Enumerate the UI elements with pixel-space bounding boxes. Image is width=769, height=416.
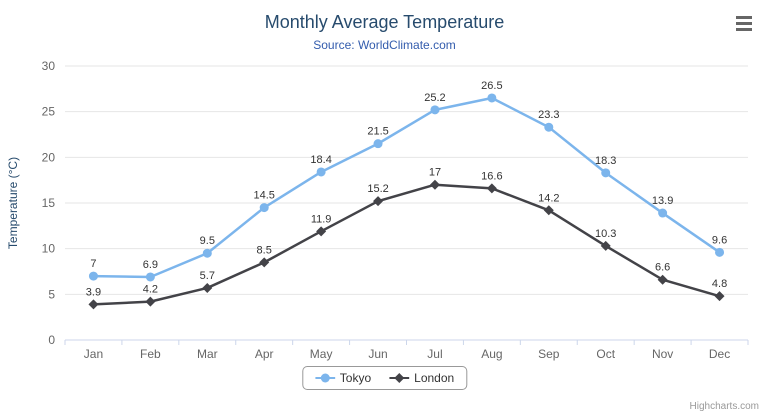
tokyo-data-point-marker[interactable] (373, 139, 383, 149)
tokyo-data-point-marker[interactable] (316, 167, 326, 177)
tokyo-data-point-marker[interactable] (202, 248, 212, 258)
export-menu-button[interactable] (733, 13, 755, 33)
london-data-label: 4.2 (143, 284, 158, 296)
tokyo-series-marker-icon (314, 373, 335, 383)
london-data-label: 8.5 (257, 244, 272, 256)
london-data-point-marker[interactable] (88, 299, 99, 310)
tokyo-data-point-marker[interactable] (430, 105, 440, 115)
x-axis-category-label: Mar (197, 347, 218, 361)
x-axis-category-label: Jul (427, 347, 442, 361)
london-data-label: 17 (429, 167, 441, 179)
y-axis-tick-label: 30 (42, 59, 56, 73)
x-axis-category-label: Nov (652, 347, 673, 361)
y-axis-tick-label: 15 (42, 196, 56, 210)
x-axis-category-label: Aug (481, 347, 502, 361)
london-data-label: 16.6 (481, 170, 502, 182)
tokyo-data-point-marker[interactable] (145, 272, 155, 282)
tokyo-data-label: 21.5 (367, 126, 388, 138)
london-data-label: 3.9 (86, 286, 101, 298)
london-data-label: 11.9 (311, 213, 332, 225)
legend-label-london: London (414, 371, 455, 385)
chart-subtitle-source-link[interactable]: Source: WorldClimate.com (313, 38, 456, 52)
london-data-point-marker[interactable] (202, 282, 213, 293)
london-data-label: 5.7 (200, 270, 215, 282)
chart-title: Monthly Average Temperature (264, 12, 505, 32)
y-axis-tick-label: 0 (48, 333, 55, 347)
y-axis-title: Temperature (°C) (6, 157, 20, 249)
tokyo-data-point-marker[interactable] (544, 122, 554, 132)
y-axis-tick-label: 20 (42, 150, 56, 164)
london-series-marker-icon (389, 373, 410, 383)
x-axis-category-label: Jan (84, 347, 103, 361)
tokyo-data-point-marker[interactable] (715, 247, 725, 257)
london-data-label: 14.2 (538, 192, 559, 204)
x-axis-category-label: Sep (538, 347, 560, 361)
x-axis-category-label: Feb (140, 347, 161, 361)
london-data-point-marker[interactable] (486, 183, 497, 194)
tokyo-data-label: 23.3 (538, 109, 559, 121)
hamburger-menu-icon (736, 15, 752, 19)
x-axis-category-label: Apr (255, 347, 274, 361)
tokyo-data-label: 13.9 (652, 195, 673, 207)
london-series-line (93, 183, 720, 306)
x-axis-category-label: May (310, 347, 333, 361)
tokyo-data-point-marker[interactable] (658, 208, 668, 218)
tokyo-data-label: 9.6 (712, 234, 727, 246)
tokyo-data-point-marker[interactable] (487, 93, 497, 103)
tokyo-data-point-marker[interactable] (259, 203, 269, 213)
tokyo-data-label: 7 (90, 258, 96, 270)
tokyo-data-point-marker[interactable] (88, 271, 98, 281)
london-data-point-marker[interactable] (316, 226, 327, 237)
london-data-label: 10.3 (595, 228, 616, 240)
london-data-label: 15.2 (367, 183, 388, 195)
tokyo-data-point-marker[interactable] (601, 168, 611, 178)
x-axis-category-label: Oct (596, 347, 615, 361)
legend-item-london[interactable]: London (389, 371, 454, 385)
london-data-point-marker[interactable] (543, 205, 554, 216)
y-axis-tick-label: 10 (42, 242, 56, 256)
tokyo-data-label: 6.9 (143, 259, 158, 271)
london-data-label: 4.8 (712, 278, 727, 290)
tokyo-data-label: 18.4 (310, 154, 331, 166)
highcharts-credits-link[interactable]: Highcharts.com (689, 401, 759, 412)
legend: Tokyo London (301, 366, 468, 390)
london-data-point-marker[interactable] (429, 179, 440, 190)
tokyo-data-label: 14.5 (253, 190, 274, 202)
legend-label-tokyo: Tokyo (339, 371, 372, 385)
y-axis-tick-label: 5 (48, 287, 55, 301)
london-data-point-marker[interactable] (259, 257, 270, 268)
london-data-point-marker[interactable] (714, 291, 725, 302)
tokyo-data-label: 25.2 (424, 92, 445, 104)
tokyo-data-label: 9.5 (200, 235, 215, 247)
x-axis-category-label: Jun (368, 347, 387, 361)
y-axis-tick-label: 25 (42, 105, 56, 119)
legend-item-tokyo[interactable]: Tokyo (314, 371, 372, 385)
tokyo-data-label: 26.5 (481, 80, 502, 92)
london-data-point-marker[interactable] (145, 296, 156, 307)
london-data-point-marker[interactable] (373, 196, 384, 207)
london-data-label: 6.6 (655, 262, 670, 274)
tokyo-data-label: 18.3 (595, 155, 616, 167)
tokyo-series-line (93, 96, 721, 279)
london-data-point-marker[interactable] (600, 240, 611, 251)
x-axis-category-label: Dec (709, 347, 730, 361)
london-data-point-marker[interactable] (657, 274, 668, 285)
